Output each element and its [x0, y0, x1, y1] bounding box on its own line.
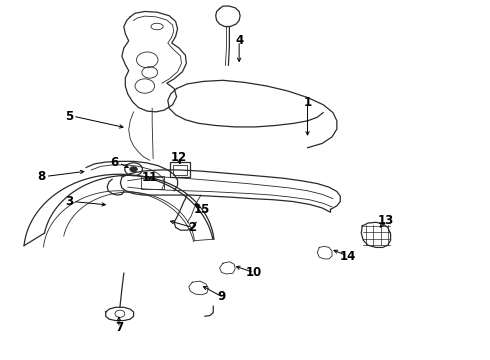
Text: 8: 8	[37, 170, 46, 183]
Text: 4: 4	[235, 34, 243, 48]
Text: 5: 5	[65, 110, 73, 123]
Text: 1: 1	[303, 96, 312, 109]
FancyBboxPatch shape	[142, 176, 164, 189]
Text: 12: 12	[171, 151, 187, 164]
Text: 3: 3	[65, 195, 73, 208]
FancyBboxPatch shape	[170, 162, 190, 177]
Text: 14: 14	[340, 249, 356, 262]
Text: 13: 13	[378, 214, 394, 227]
Text: 7: 7	[115, 321, 123, 334]
Text: 11: 11	[142, 171, 158, 184]
Circle shape	[130, 166, 138, 172]
FancyBboxPatch shape	[173, 165, 187, 175]
Text: 9: 9	[218, 290, 226, 303]
Text: 15: 15	[194, 203, 210, 216]
Text: 2: 2	[188, 221, 196, 234]
Text: 10: 10	[245, 266, 262, 279]
Text: 6: 6	[111, 156, 119, 169]
